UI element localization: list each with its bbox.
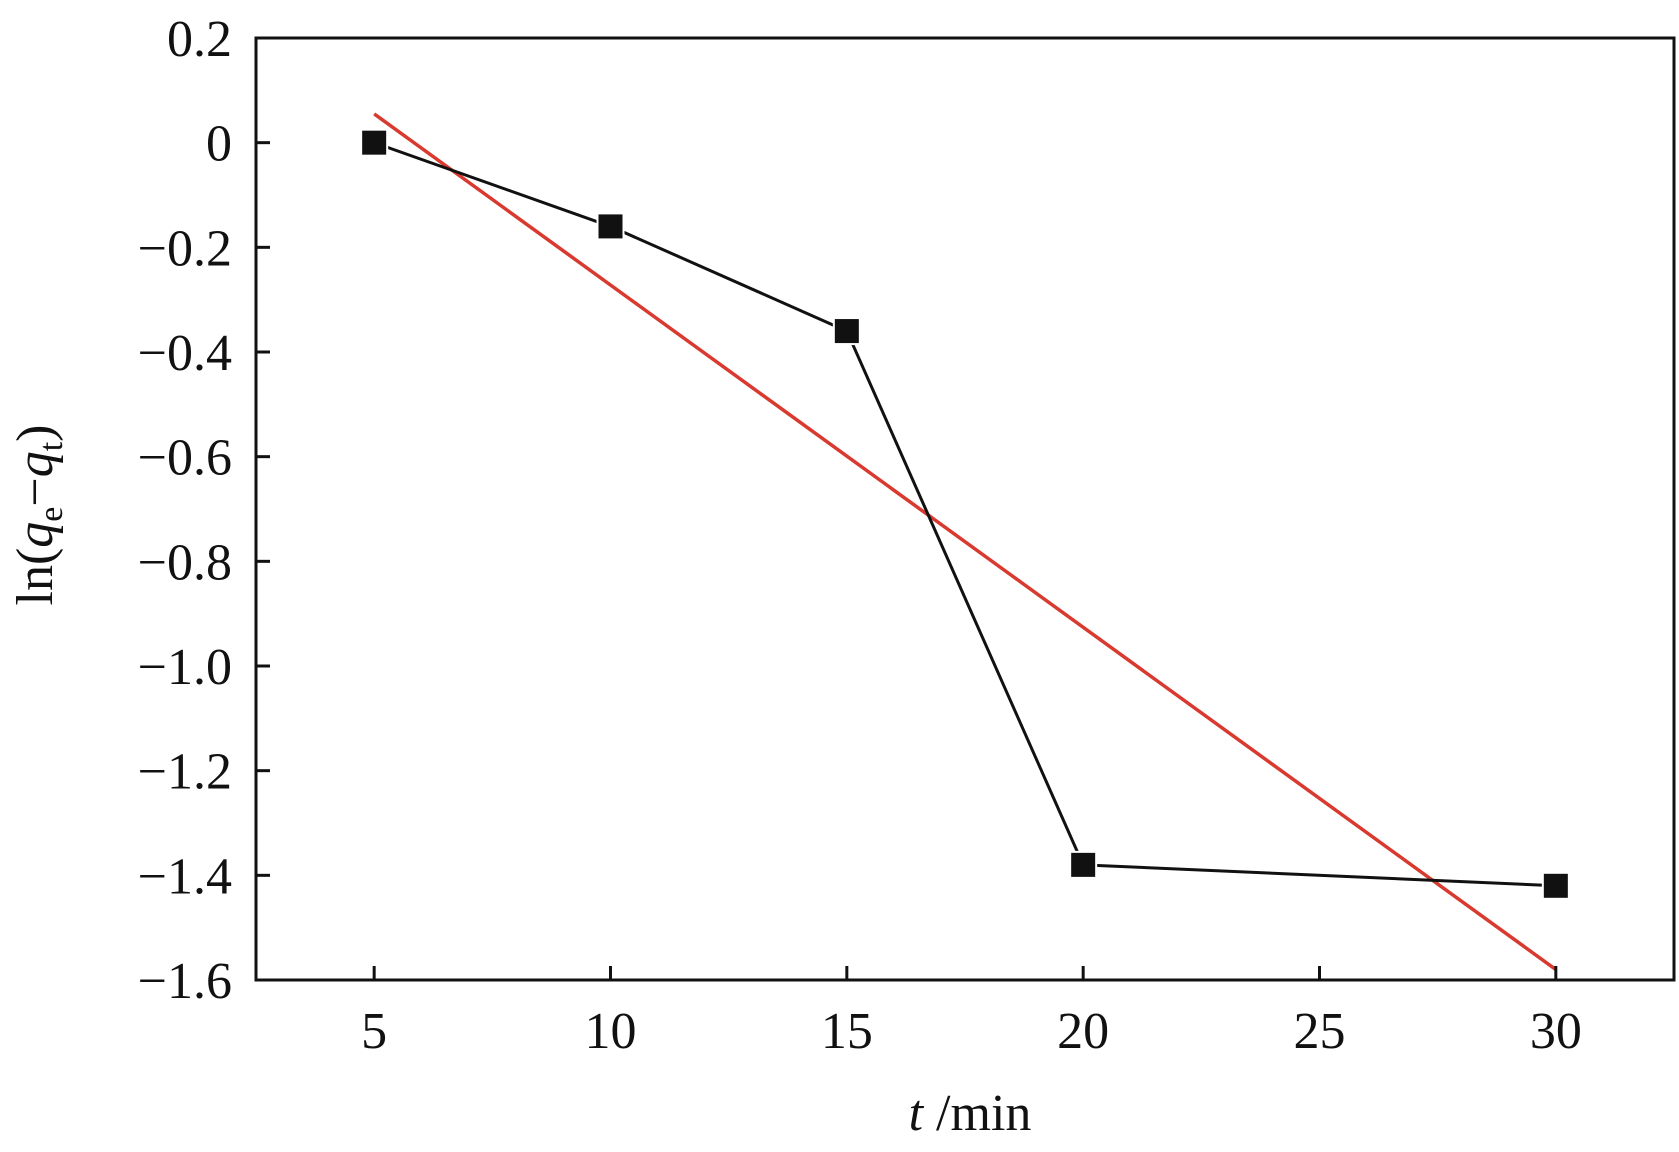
y-axis-var-2: q — [7, 451, 64, 477]
y-axis-title: ln(qe−qt) — [7, 425, 70, 606]
x-axis-title: t /min — [909, 1085, 1032, 1142]
series-0-point-4 — [1541, 871, 1570, 900]
y-axis-var-1: q — [7, 522, 64, 548]
y-tick-label-5: −0.8 — [138, 534, 232, 591]
y-axis-prefix: ln( — [7, 548, 64, 606]
y-tick-label-1: 0 — [206, 116, 232, 173]
x-tick-label-5: 30 — [1530, 1003, 1582, 1060]
fit-line — [373, 112, 1557, 971]
data-series-group — [360, 128, 1570, 900]
y-tick-label-9: −1.6 — [138, 953, 232, 1010]
y-tick-label-8: −1.4 — [138, 848, 232, 905]
series-0-segment-3 — [1083, 863, 1556, 888]
x-tick-label-3: 20 — [1057, 1003, 1109, 1060]
y-tick-label-4: −0.6 — [138, 430, 232, 487]
fit-line-group — [373, 112, 1557, 971]
axes-group — [254, 36, 1676, 982]
series-0-segment-1 — [609, 225, 848, 333]
series-0-point-0 — [360, 128, 389, 157]
x-tick-label-0: 5 — [361, 1003, 387, 1060]
x-axis-variable: t — [909, 1085, 925, 1142]
x-tick-label-2: 15 — [821, 1003, 873, 1060]
x-axis-unit: /min — [923, 1085, 1031, 1142]
series-0-segment-2 — [845, 330, 1085, 866]
series-0-point-2 — [832, 317, 861, 346]
y-axis-suffix: ) — [7, 425, 64, 442]
y-axis-minus: − — [7, 477, 64, 506]
y-tick-label-3: −0.4 — [138, 325, 232, 382]
x-tick-label-4: 25 — [1294, 1003, 1346, 1060]
y-tick-label-2: −0.2 — [138, 220, 232, 277]
y-tick-label-7: −1.2 — [138, 744, 232, 801]
y-axis-sub-1: e — [33, 507, 70, 522]
series-0-point-1 — [596, 212, 625, 241]
series-0-segment-0 — [373, 141, 612, 228]
y-tick-label-6: −1.0 — [138, 639, 232, 696]
series-0-point-3 — [1069, 850, 1098, 879]
y-tick-label-0: 0.2 — [167, 11, 232, 68]
x-tick-label-1: 10 — [585, 1003, 637, 1060]
y-axis-sub-2: t — [33, 441, 70, 451]
plot-frame — [254, 36, 1676, 982]
ticks-group: 5 10 15 20 25 30 0.2 0 −0.2 −0.4 −0.6 −0.8 −1.0 −1.2 −… — [138, 11, 1582, 1060]
